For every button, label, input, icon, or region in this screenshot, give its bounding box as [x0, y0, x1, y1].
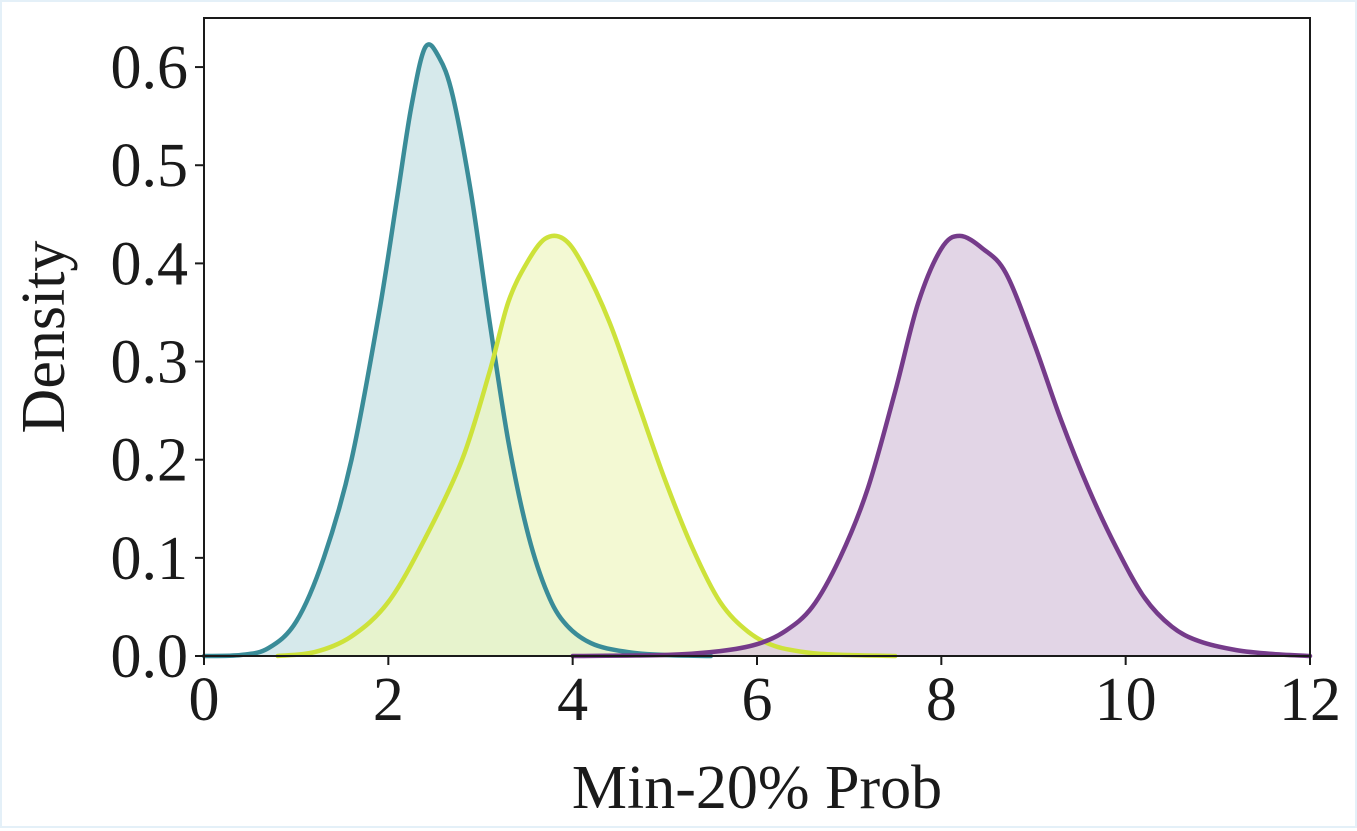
- density-area-1: [204, 44, 711, 657]
- density-area-2: [277, 235, 896, 657]
- x-tick-label: 8: [926, 666, 957, 734]
- density-line-1: [201, 42, 714, 659]
- y-tick-label: 0.5: [111, 132, 189, 200]
- x-tick-label: 0: [189, 666, 220, 734]
- y-axis-label: Density: [10, 241, 78, 434]
- series-lines: [201, 42, 1313, 659]
- x-axis: 0 2 4 6 8 10 12: [189, 656, 1341, 734]
- density-line-2: [275, 233, 898, 659]
- density-line-3: [570, 233, 1313, 659]
- x-tick-label: 2: [373, 666, 404, 734]
- y-tick-label: 0.4: [111, 230, 189, 298]
- density-area-3: [572, 235, 1310, 656]
- x-axis-label: Min-20% Prob: [572, 754, 942, 822]
- x-tick-label: 10: [1095, 666, 1157, 734]
- y-tick-label: 0.3: [111, 329, 189, 397]
- y-tick-label: 0.2: [111, 427, 189, 495]
- y-tick-label: 0.6: [111, 34, 189, 102]
- y-tick-label: 0.1: [111, 525, 189, 593]
- x-tick-label: 4: [557, 666, 588, 734]
- y-tick-label: 0.0: [111, 623, 189, 691]
- x-tick-label: 12: [1279, 666, 1341, 734]
- y-axis: 0.0 0.1 0.2 0.3 0.4 0.5 0.6: [111, 34, 204, 691]
- x-tick-label: 6: [742, 666, 773, 734]
- series-areas: [204, 44, 1310, 657]
